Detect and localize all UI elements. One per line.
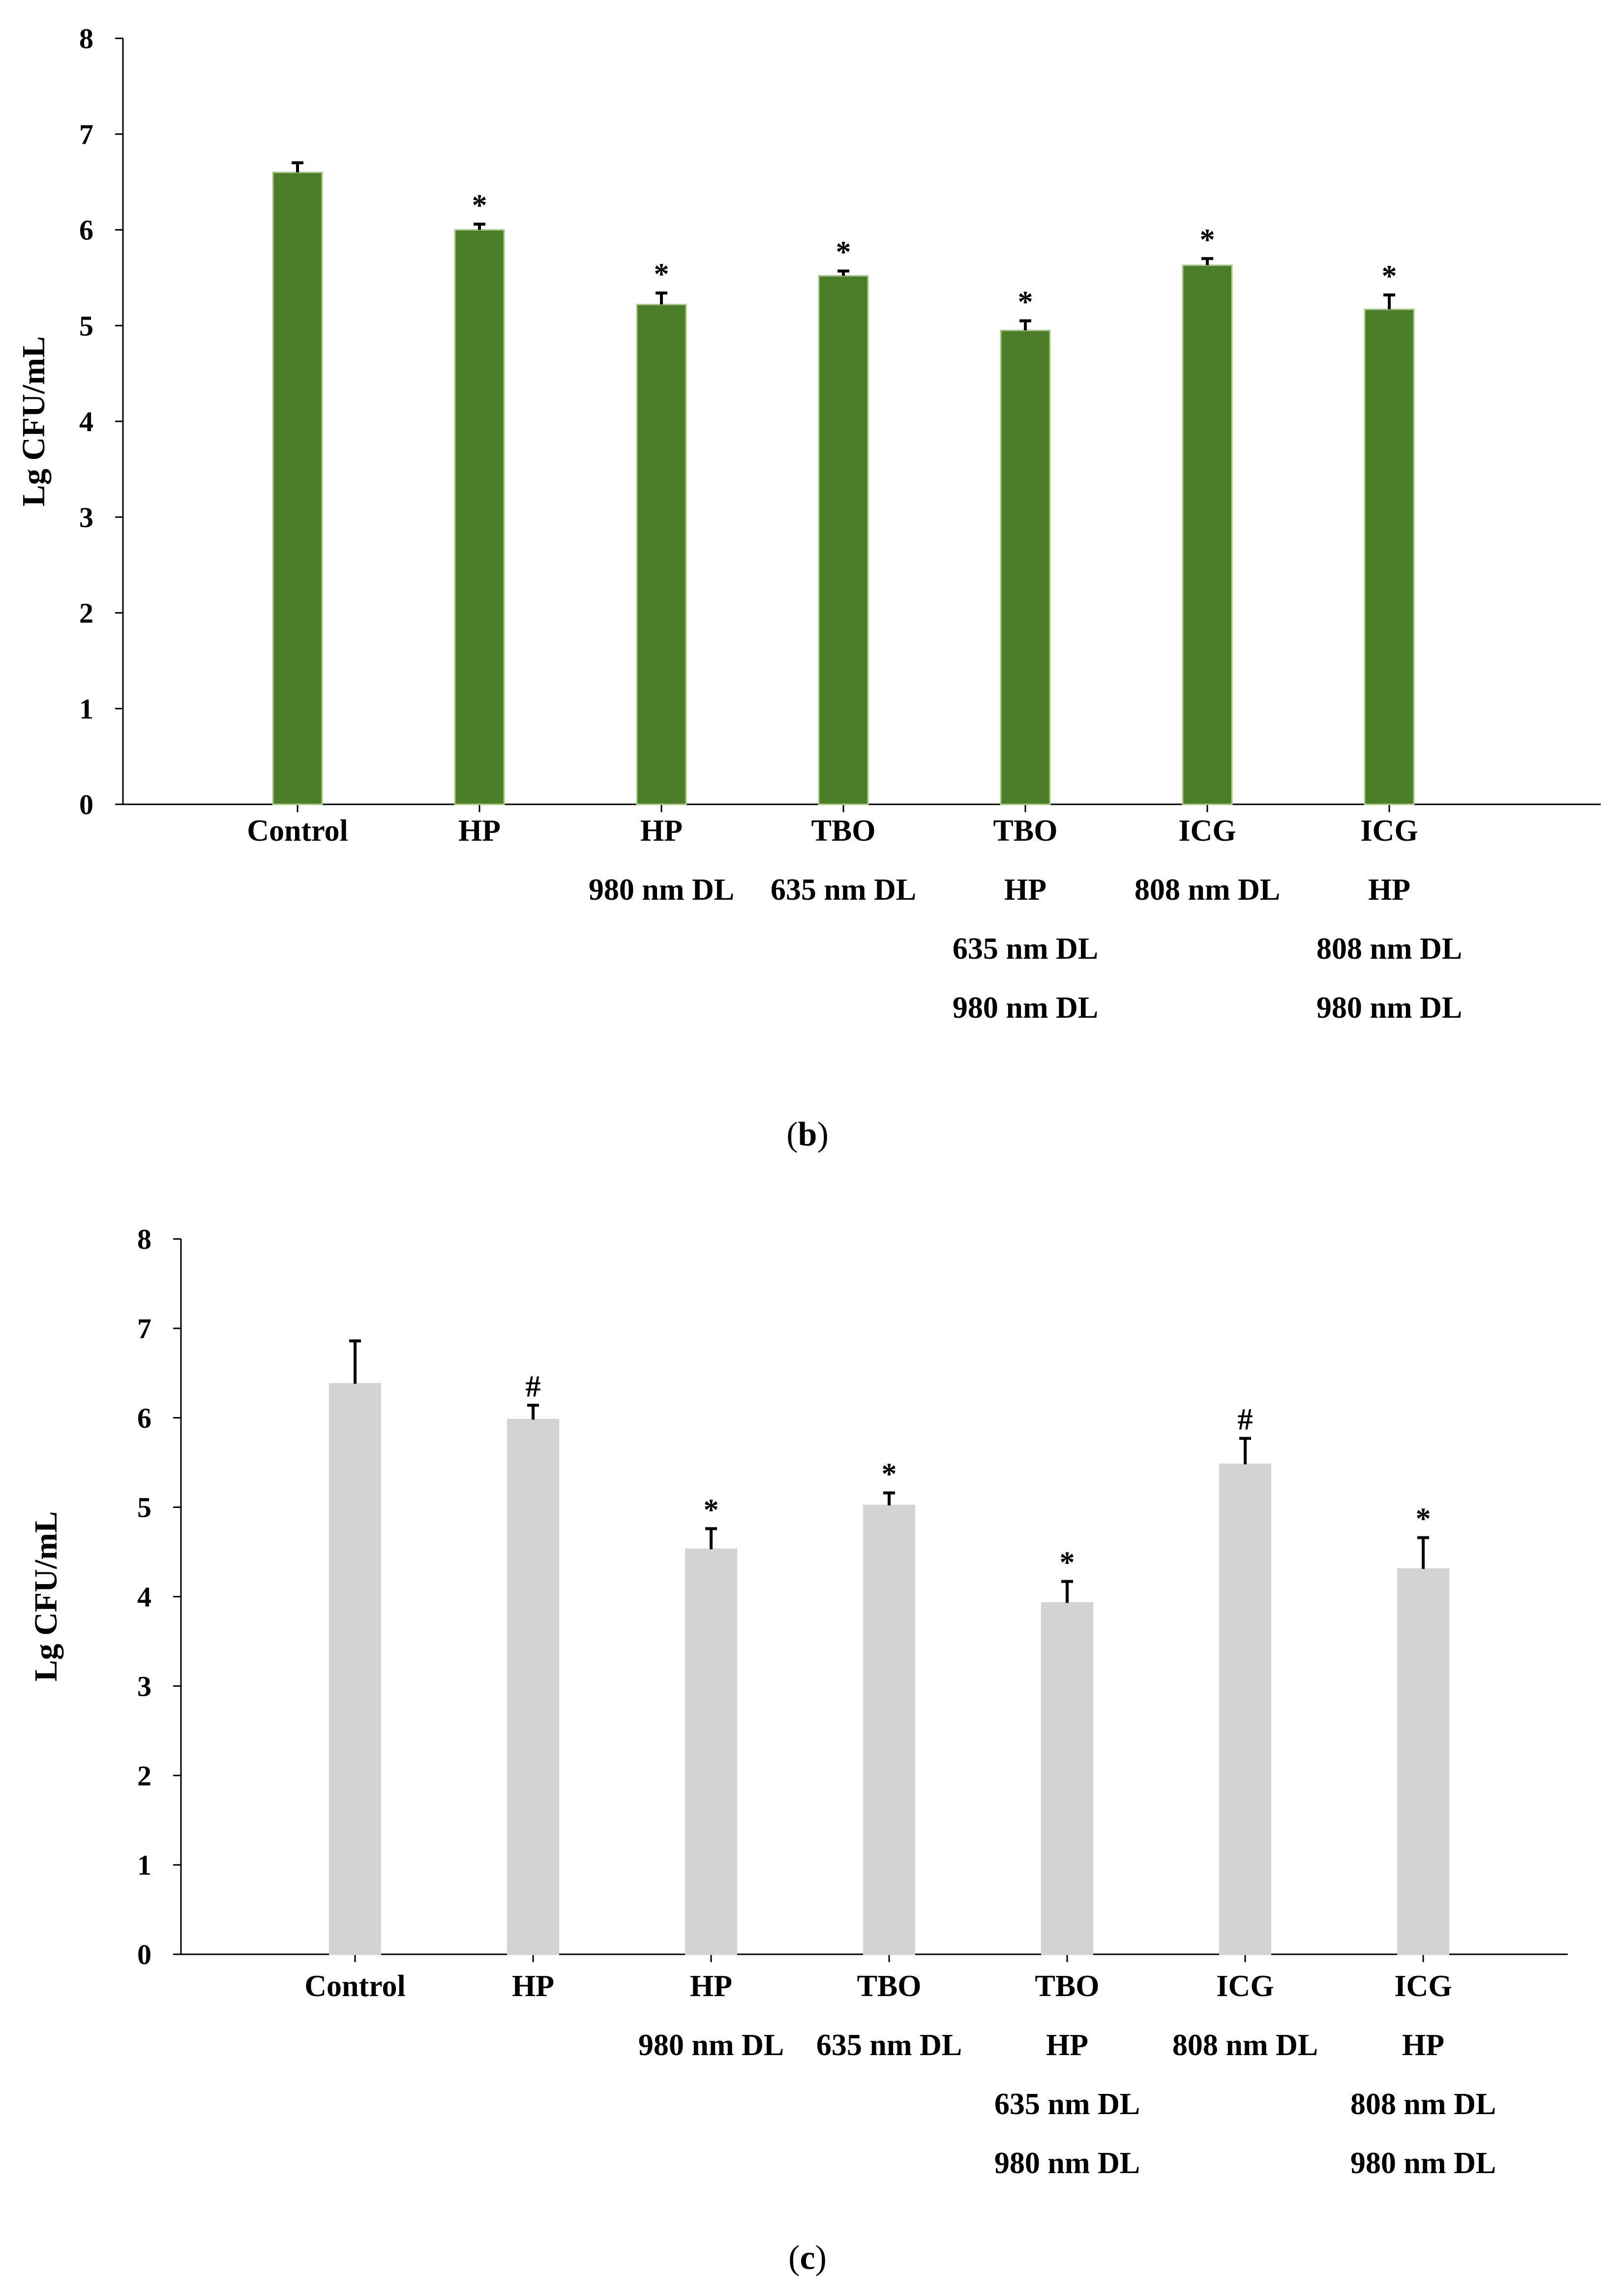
x-category-label: 980 nm DL — [953, 991, 1098, 1025]
bar — [1000, 329, 1051, 805]
x-category-label: TBO — [857, 1970, 922, 2003]
bar — [1041, 1602, 1093, 1955]
x-category-label: HP — [1046, 2029, 1088, 2062]
x-category-label: 808 nm DL — [1135, 873, 1280, 907]
significance-marker: * — [1018, 286, 1033, 319]
y-tick-label: 3 — [79, 501, 93, 533]
significance-marker: * — [882, 1458, 897, 1491]
bar — [818, 275, 869, 805]
y-tick-label: 4 — [137, 1581, 151, 1613]
x-category-label: 980 nm DL — [638, 2029, 784, 2062]
x-category-label: TBO — [993, 814, 1058, 848]
x-category-label: 635 nm DL — [771, 873, 916, 907]
x-category-label: 980 nm DL — [994, 2147, 1140, 2180]
y-tick-label: 1 — [137, 1849, 151, 1881]
bar — [507, 1418, 559, 1955]
bar — [1364, 308, 1415, 805]
chart-panel-c: Lg CFU/mL 0 1 2 3 4 5 6 7 8 Control # HP * HP 980 nm DL… — [28, 1223, 1568, 2277]
significance-marker: # — [526, 1370, 541, 1403]
y-tick-label: 7 — [137, 1313, 151, 1345]
x-category-label: 980 nm DL — [589, 873, 734, 907]
bar — [863, 1504, 915, 1955]
x-category-label: TBO — [811, 814, 876, 848]
x-category-label: Control — [247, 814, 348, 848]
bar — [272, 172, 323, 805]
significance-marker: * — [1416, 1502, 1431, 1535]
x-category-label: Control — [304, 1970, 406, 2003]
x-category-label: 808 nm DL — [1350, 2088, 1496, 2121]
x-category-label: 635 nm DL — [994, 2088, 1140, 2121]
y-axis-label: Lg CFU/mL — [16, 336, 52, 507]
significance-marker: * — [1200, 223, 1215, 257]
panel-caption: (c) — [788, 2239, 827, 2277]
y-tick-label: 6 — [79, 214, 93, 246]
y-tick-label: 5 — [79, 310, 93, 342]
significance-marker: * — [654, 258, 669, 291]
x-category-label: HP — [640, 814, 683, 848]
y-tick-label: 7 — [79, 118, 93, 150]
x-category-label: 635 nm DL — [816, 2029, 962, 2062]
x-category-label: HP — [1402, 2029, 1444, 2062]
x-category-label: 808 nm DL — [1316, 932, 1462, 966]
x-category-label: 980 nm DL — [1316, 991, 1462, 1025]
significance-marker: * — [704, 1493, 719, 1527]
y-tick-label: 6 — [137, 1402, 151, 1434]
x-category-label: HP — [458, 814, 501, 848]
significance-marker: * — [1060, 1546, 1075, 1580]
x-category-label: TBO — [1035, 1970, 1100, 2003]
significance-marker: * — [836, 235, 851, 269]
x-category-label: HP — [690, 1970, 732, 2003]
y-tick-label: 0 — [137, 1939, 151, 1971]
y-tick-label: 2 — [137, 1760, 151, 1792]
x-category-label: ICG — [1216, 1970, 1274, 2003]
x-category-label: HP — [512, 1970, 554, 2003]
x-category-label: HP — [1004, 873, 1047, 907]
y-axis-label: Lg CFU/mL — [28, 1511, 64, 1682]
y-tick-label: 4 — [79, 406, 93, 438]
x-category-label: 808 nm DL — [1172, 2029, 1318, 2062]
y-tick-label: 3 — [137, 1670, 151, 1702]
bar — [329, 1383, 381, 1955]
y-tick-label: 2 — [79, 597, 93, 629]
y-tick-label: 0 — [79, 789, 93, 821]
y-tick-label: 5 — [137, 1492, 151, 1524]
bar — [454, 229, 505, 805]
x-category-label: HP — [1368, 873, 1410, 907]
x-category-label: ICG — [1394, 1970, 1452, 2003]
y-tick-label: 8 — [79, 23, 93, 55]
x-category-label: 635 nm DL — [953, 932, 1098, 966]
x-category-label: ICG — [1178, 814, 1236, 848]
significance-marker: # — [1238, 1403, 1253, 1437]
x-category-label: 980 nm DL — [1350, 2147, 1496, 2180]
panel-caption: (b) — [786, 1116, 829, 1153]
significance-marker: * — [1382, 260, 1397, 293]
bar — [1397, 1568, 1449, 1955]
bar — [636, 303, 687, 805]
x-category-label: ICG — [1360, 814, 1418, 848]
y-tick-label: 8 — [137, 1223, 151, 1255]
bar — [1182, 265, 1233, 805]
bar — [685, 1548, 737, 1955]
significance-marker: * — [472, 189, 487, 222]
chart-panel-b: Lg CFU/mL 0 1 2 3 4 5 6 7 8 Control * HP * HP 980 nm DL… — [16, 23, 1601, 1153]
y-tick-label: 1 — [79, 693, 93, 725]
bar — [1219, 1463, 1271, 1955]
